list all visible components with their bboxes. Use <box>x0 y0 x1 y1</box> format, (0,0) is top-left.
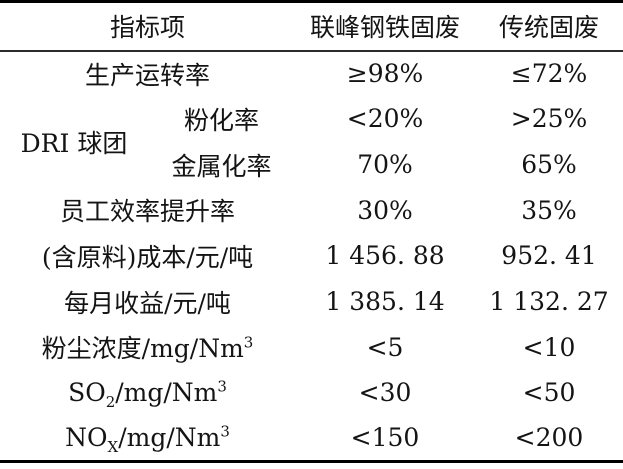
cell-monthly-income-traditional: 1 132. 27 <box>489 287 609 317</box>
cell-metallization-traditional: 65% <box>521 150 577 180</box>
table-row-monthly-income: 每月收益/元/吨 1 385. 14 1 132. 27 <box>0 279 623 325</box>
cell-monthly-income-lianfeng: 1 385. 14 <box>325 287 445 317</box>
so2-label-prefix: SO <box>68 378 106 408</box>
cell-dust-lianfeng: <5 <box>366 332 404 362</box>
nox-label-subscript: X <box>107 438 119 457</box>
row-label-monthly-income: 每月收益/元/吨 <box>64 288 231 318</box>
table-row-nox: NOX/mg/Nm3 <150 <200 <box>0 416 623 462</box>
nox-label-superscript: 3 <box>220 423 230 442</box>
cell-nox-traditional: <200 <box>514 423 584 453</box>
so2-label-subscript: 2 <box>105 393 116 412</box>
table-row-dust: 粉尘浓度/mg/Nm3 <5 <10 <box>0 324 623 370</box>
table-row-so2: SO2/mg/Nm3 <30 <50 <box>0 370 623 416</box>
cell-pulverization-traditional: >25% <box>510 104 588 134</box>
row-label-cost: (含原料)成本/元/吨 <box>41 242 254 272</box>
table-row-pulverization: DRI 球团 粉化率 <20% >25% <box>0 96 623 157</box>
so2-label-unit: /mg/Nm <box>115 378 218 408</box>
cell-so2-traditional: <50 <box>522 378 576 408</box>
table-row-cost: (含原料)成本/元/吨 1 456. 88 952. 41 <box>0 233 623 279</box>
table-row-metallization: 金属化率 70% 65% <box>0 142 623 188</box>
row-label-staff-efficiency: 员工效率提升率 <box>60 197 236 227</box>
so2-label-superscript: 3 <box>217 378 227 397</box>
table-row-staff-efficiency: 员工效率提升率 30% 35% <box>0 187 623 233</box>
cell-staff-efficiency-lianfeng: 30% <box>357 195 413 225</box>
nox-label-unit: /mg/Nm <box>118 423 221 453</box>
cell-pulverization-lianfeng: <20% <box>346 104 424 134</box>
row-label-so2: SO2/mg/Nm3 <box>0 370 295 416</box>
cell-so2-lianfeng: <30 <box>358 378 412 408</box>
header-indicator: 指标项 <box>0 1 296 52</box>
row-group-label-dri-pellet: DRI 球团 <box>20 128 128 158</box>
row-label-nox: NOX/mg/Nm3 <box>0 416 295 462</box>
cell-dust-traditional: <10 <box>522 332 576 362</box>
dust-label-text: 粉尘浓度/mg/Nm <box>41 334 244 364</box>
row-label-pulverization-rate: 粉化率 <box>184 105 260 135</box>
cell-cost-traditional: 952. 41 <box>501 241 597 271</box>
header-row: 指标项 联峰钢铁固废 传统固废 <box>0 1 623 52</box>
cell-operation-rate-traditional: ≤72% <box>510 59 588 89</box>
cell-staff-efficiency-traditional: 35% <box>521 195 577 225</box>
row-label-dust-concentration: 粉尘浓度/mg/Nm3 <box>0 324 295 370</box>
table-row-operation-rate: 生产运转率 ≥98% ≤72% <box>0 51 623 97</box>
cell-cost-lianfeng: 1 456. 88 <box>325 241 445 271</box>
header-lianfeng-column: 联峰钢铁固废 <box>295 1 476 52</box>
nox-label-prefix: NO <box>65 423 108 453</box>
header-traditional-column: 传统固废 <box>475 1 623 52</box>
cell-operation-rate-lianfeng: ≥98% <box>346 59 424 89</box>
cell-metallization-lianfeng: 70% <box>357 150 413 180</box>
row-label-operation-rate: 生产运转率 <box>85 60 211 90</box>
cell-nox-lianfeng: <150 <box>350 423 420 453</box>
row-label-metallization-rate: 金属化率 <box>171 151 272 181</box>
dust-label-superscript: 3 <box>243 333 254 352</box>
